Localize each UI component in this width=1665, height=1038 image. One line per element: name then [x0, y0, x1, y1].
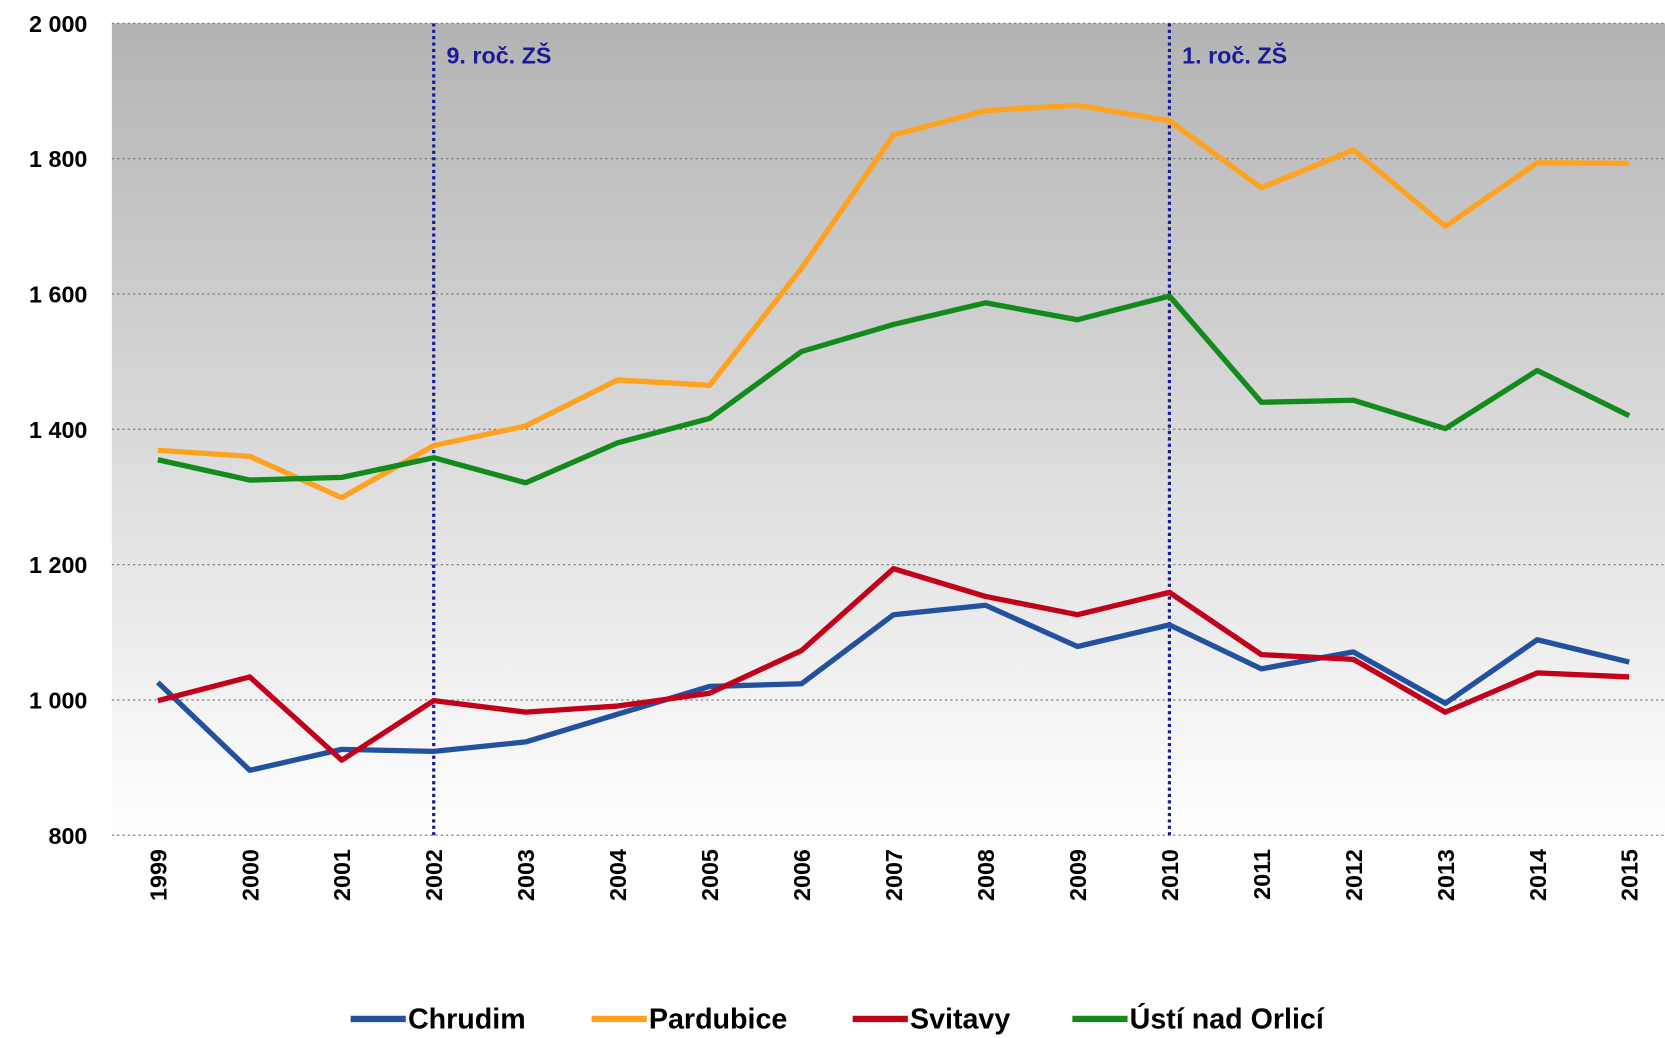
y-tick-label: 800	[48, 823, 87, 849]
x-tick-label: 2013	[1433, 849, 1459, 901]
y-tick-label: 1 400	[29, 417, 87, 443]
x-tick-label: 2007	[881, 849, 907, 901]
y-tick-label: 1 600	[29, 281, 87, 307]
x-tick-label: 2011	[1249, 849, 1275, 900]
x-tick-label: 1999	[145, 849, 171, 901]
x-tick-label: 2002	[421, 849, 447, 901]
x-tick-label: 2004	[605, 849, 631, 901]
series-line	[155, 602, 1630, 773]
y-tick-label: 1 000	[29, 687, 87, 713]
x-tick-label: 2008	[973, 849, 999, 901]
x-tick-label: 2006	[789, 849, 815, 901]
x-tick-label: 2010	[1157, 849, 1183, 901]
annotation-label: 1. roč. ZŠ	[1182, 42, 1287, 69]
x-tick-label: 2001	[329, 849, 355, 901]
x-tick-label: 2009	[1065, 849, 1091, 901]
legend-label: Ústí nad Orlicí	[1130, 1001, 1325, 1035]
y-tick-label: 2 000	[29, 11, 87, 37]
series-line	[157, 293, 1631, 486]
y-tick-label: 1 200	[29, 552, 87, 578]
x-tick-label: 2015	[1617, 849, 1643, 901]
x-tick-label: 2014	[1525, 849, 1551, 901]
x-tick-label: 2012	[1341, 849, 1367, 901]
annotation-label: 9. roč. ZŠ	[446, 42, 551, 69]
legend-label: Svitavy	[910, 1003, 1010, 1035]
x-tick-label: 2000	[237, 849, 263, 901]
series-line	[157, 566, 1630, 763]
y-tick-label: 1 800	[29, 146, 87, 172]
x-tick-label: 2003	[513, 849, 539, 901]
legend-label: Chrudim	[408, 1003, 526, 1035]
x-tick-label: 2005	[697, 849, 723, 901]
legend-label: Pardubice	[649, 1003, 787, 1035]
